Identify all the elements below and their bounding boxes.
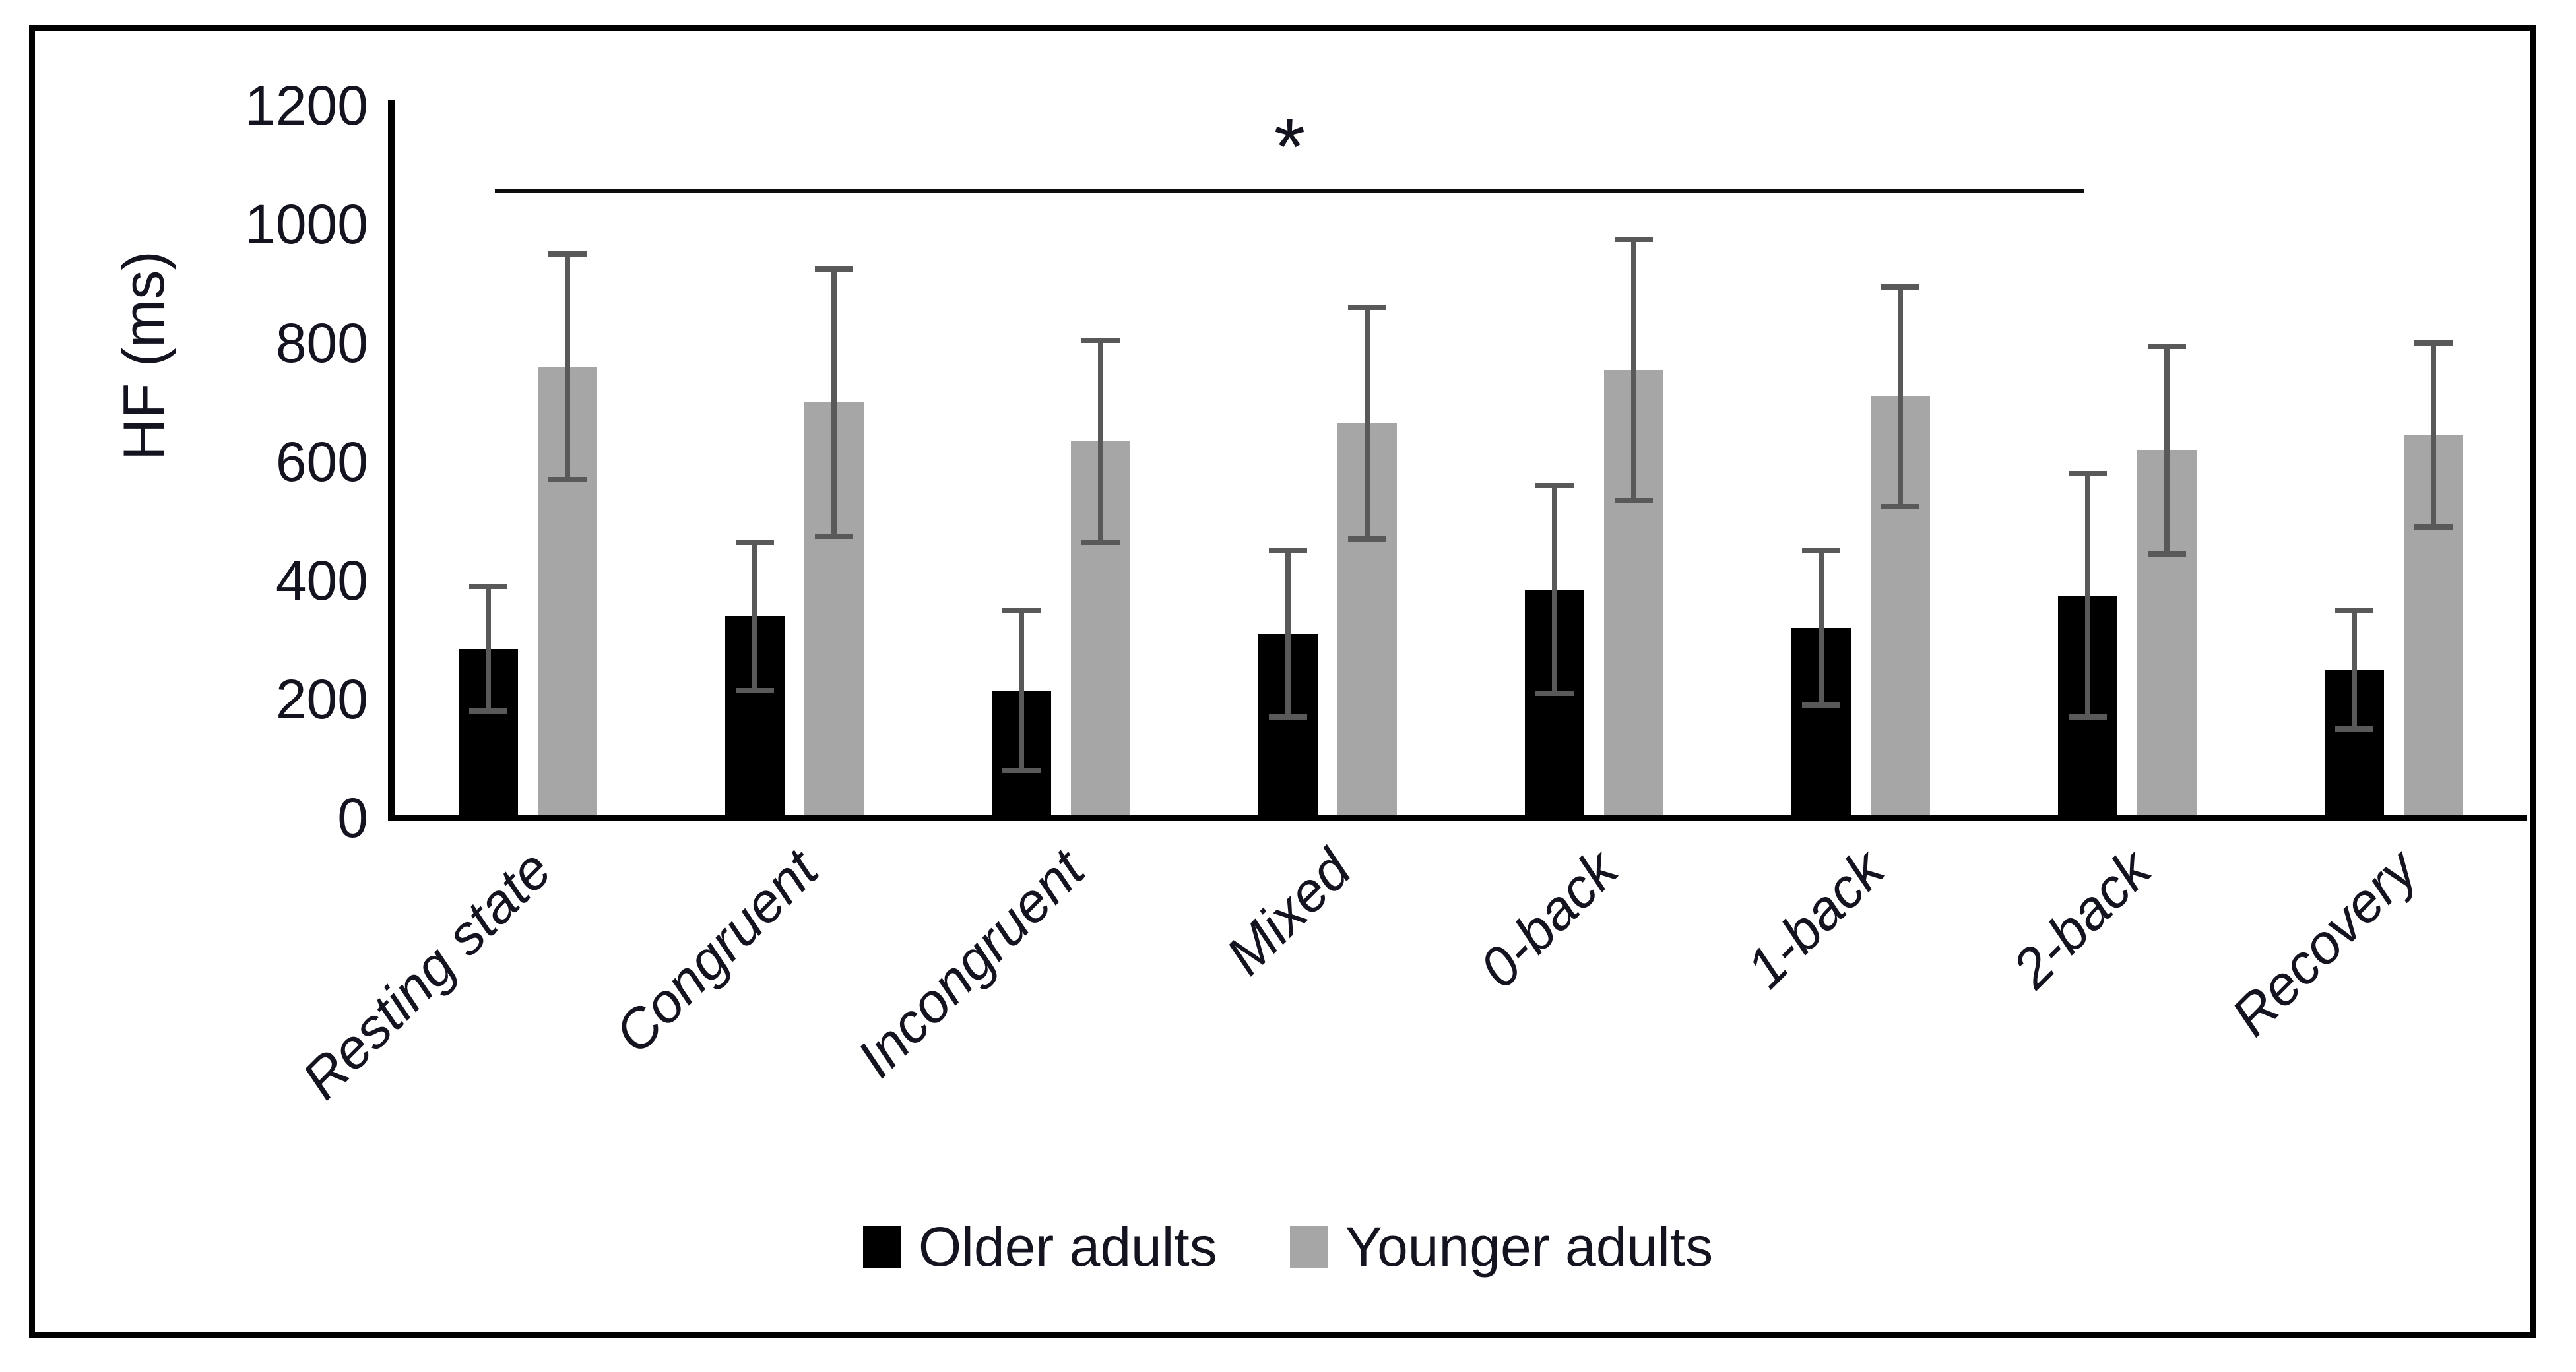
legend-item-older-adults: Older adults (862, 1214, 1217, 1280)
error-bar-cap-top (1002, 608, 1041, 613)
error-bar-cap-top (2335, 608, 2373, 613)
error-bar-cap-bottom (2414, 524, 2453, 530)
error-bar-cap-top (1615, 236, 1653, 242)
error-bar-stem (1552, 485, 1557, 693)
error-bar-cap-top (1881, 284, 1919, 290)
significance-line (495, 189, 2084, 193)
y-tick-label: 1000 (245, 193, 368, 255)
error-bar-cap-bottom (1002, 768, 1041, 773)
error-bar-cap-bottom (1615, 497, 1653, 503)
error-bar-cap-top (1348, 305, 1386, 310)
legend-label: Younger adults (1345, 1216, 1714, 1278)
error-bar-stem (1019, 610, 1024, 770)
error-bar-cap-bottom (1081, 539, 1120, 545)
error-bar-cap-top (1535, 483, 1574, 488)
error-bar-cap-top (469, 584, 507, 589)
error-bar-stem (1365, 307, 1370, 539)
y-tick-label: 400 (275, 549, 368, 611)
error-bar-cap-bottom (815, 533, 853, 539)
error-bar-cap-top (1269, 548, 1307, 553)
error-bar-cap-bottom (1802, 702, 1840, 708)
legend-item-younger-adults: Younger adults (1289, 1214, 1714, 1280)
error-bar-cap-top (2069, 471, 2107, 476)
legend-swatch-icon (862, 1226, 901, 1268)
error-bar-cap-top (548, 251, 587, 257)
error-bar-cap-bottom (548, 477, 587, 482)
legend-label: Older adults (918, 1216, 1217, 1278)
y-tick-label: 800 (275, 312, 368, 374)
error-bar-cap-top (815, 266, 853, 272)
y-tick-label: 0 (337, 787, 368, 849)
error-bar-stem (2164, 346, 2170, 554)
x-axis-line (388, 815, 2527, 821)
error-bar-stem (752, 542, 757, 691)
error-bar-stem (2431, 343, 2436, 527)
error-bar-cap-bottom (2069, 714, 2107, 720)
error-bar-stem (486, 586, 491, 711)
error-bar-cap-bottom (2335, 726, 2373, 732)
error-bar-stem (2085, 474, 2090, 717)
error-bar-cap-top (2148, 343, 2186, 349)
error-bar-cap-top (736, 539, 774, 545)
legend: Older adults Younger adults (0, 1214, 2576, 1280)
error-bar-cap-bottom (1348, 536, 1386, 542)
significance-asterisk: * (1273, 102, 1306, 191)
y-axis-line (388, 100, 395, 821)
error-bar-stem (565, 254, 570, 480)
error-bar-cap-top (1081, 337, 1120, 343)
error-bar-stem (1098, 340, 1103, 542)
y-tick-label: 200 (275, 668, 368, 730)
error-bar-stem (2352, 610, 2357, 729)
error-bar-cap-top (2414, 340, 2453, 346)
error-bar-cap-bottom (736, 687, 774, 693)
error-bar-cap-top (1802, 548, 1840, 553)
error-bar-stem (1631, 239, 1636, 501)
error-bar-cap-bottom (1269, 714, 1307, 720)
y-tick-label: 1200 (245, 75, 368, 137)
y-tick-label: 600 (275, 431, 368, 493)
error-bar-stem (1898, 286, 1903, 507)
error-bar-stem (1819, 551, 1824, 705)
figure-border (29, 25, 2536, 1338)
error-bar-stem (1285, 551, 1291, 717)
legend-swatch-icon (1289, 1226, 1328, 1268)
error-bar-stem (831, 268, 837, 536)
error-bar-cap-bottom (1535, 691, 1574, 696)
error-bar-cap-bottom (2148, 551, 2186, 557)
error-bar-cap-bottom (1881, 503, 1919, 509)
error-bar-cap-bottom (469, 708, 507, 714)
